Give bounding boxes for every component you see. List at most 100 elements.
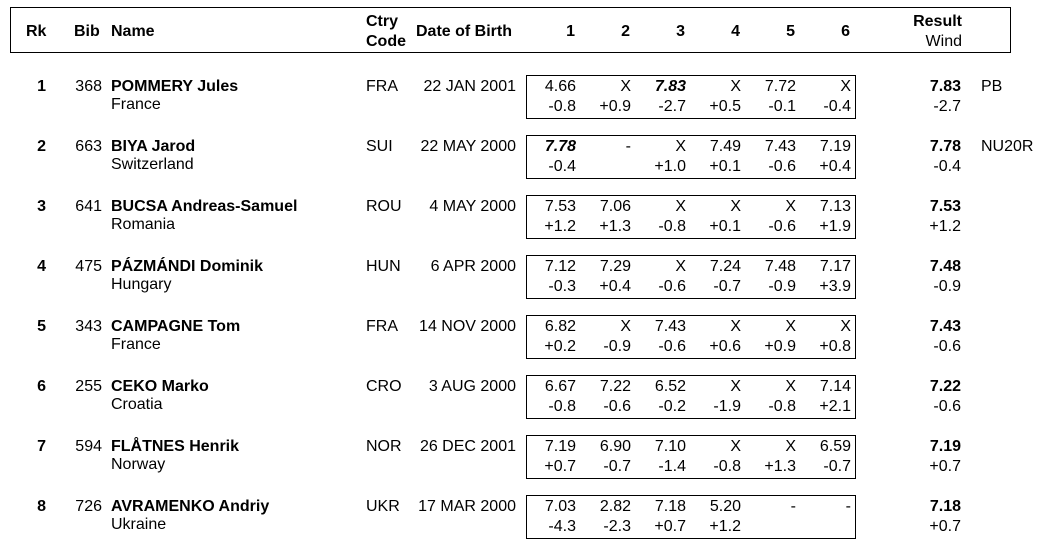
- attempt-wind: +0.7: [544, 458, 576, 475]
- attempt-wind: +1.9: [819, 218, 851, 235]
- attempt-wind: +1.2: [544, 218, 576, 235]
- attempts-box: [526, 435, 856, 479]
- attempt-mark: 7.19: [819, 138, 851, 155]
- attempt-wind: -1.9: [713, 398, 741, 415]
- attempt-wind: +0.9: [599, 98, 631, 115]
- attempt-mark: 2.82: [599, 498, 631, 515]
- rank-cell: 8: [37, 498, 46, 515]
- athlete-country: Switzerland: [111, 156, 194, 173]
- bib-cell: 343: [75, 318, 102, 335]
- attempt-mark: 7.14: [819, 378, 851, 395]
- attempt-wind: -0.9: [768, 278, 796, 295]
- country-code: ROU: [366, 198, 402, 215]
- attempt-mark: 7.49: [709, 138, 741, 155]
- attempt-mark: 7.17: [819, 258, 851, 275]
- attempt-wind: +0.1: [709, 158, 741, 175]
- attempt-mark: -: [845, 498, 851, 515]
- attempt-wind: -2.3: [603, 518, 631, 535]
- attempt-wind: +0.8: [819, 338, 851, 355]
- rank-cell: 3: [37, 198, 46, 215]
- attempt-mark: 7.24: [709, 258, 741, 275]
- attempt-mark: 6.67: [544, 378, 576, 395]
- country-code: FRA: [366, 318, 398, 335]
- attempts-box: [526, 375, 856, 419]
- attempt-mark: X: [730, 78, 741, 95]
- result-wind: -0.6: [933, 398, 961, 415]
- result-mark: 7.22: [929, 378, 961, 395]
- attempts-box: [526, 75, 856, 119]
- athlete-name: FLÅTNES Henrik: [111, 438, 240, 455]
- date-of-birth: 17 MAR 2000: [418, 498, 516, 515]
- result-wind: -2.7: [933, 98, 961, 115]
- attempt-wind: -0.2: [658, 398, 686, 415]
- attempt-mark: 6.90: [599, 438, 631, 455]
- attempt-mark: X: [785, 378, 796, 395]
- rank-cell: 4: [37, 258, 46, 275]
- attempt-mark: X: [620, 78, 631, 95]
- attempt-mark: 7.29: [599, 258, 631, 275]
- attempt-mark: 5.20: [709, 498, 741, 515]
- attempt-wind: +3.9: [819, 278, 851, 295]
- attempt-wind: +0.4: [599, 278, 631, 295]
- attempt-wind: -0.3: [548, 278, 576, 295]
- attempt-mark: 4.66: [544, 78, 576, 95]
- header-country-line2: Code: [366, 33, 406, 50]
- attempts-box: [526, 195, 856, 239]
- athlete-name: PÁZMÁNDI Dominik: [111, 258, 263, 275]
- attempt-wind: -0.8: [713, 458, 741, 475]
- attempt-mark: -: [625, 138, 631, 155]
- attempt-wind: +0.5: [709, 98, 741, 115]
- result-wind: +1.2: [929, 218, 961, 235]
- date-of-birth: 14 NOV 2000: [419, 318, 516, 335]
- attempt-wind: -1.4: [658, 458, 686, 475]
- attempt-mark: -: [790, 498, 796, 515]
- attempt-mark: X: [840, 78, 851, 95]
- rank-cell: 7: [37, 438, 46, 455]
- table-row: 8 726 AVRAMENKO Andriy Ukraine UKR 17 MAR 200…: [0, 495, 1047, 557]
- header-attempt-4: 4: [731, 23, 740, 40]
- attempt-mark: 7.19: [544, 438, 576, 455]
- date-of-birth: 26 DEC 2001: [419, 438, 516, 455]
- attempt-wind: +1.3: [599, 218, 631, 235]
- attempts-box: [526, 495, 856, 539]
- rank-cell: 5: [37, 318, 46, 335]
- bib-cell: 594: [75, 438, 102, 455]
- header-attempt-5: 5: [786, 23, 795, 40]
- attempt-wind: -0.4: [548, 158, 576, 175]
- attempt-wind: -0.7: [823, 458, 851, 475]
- athlete-country: Norway: [111, 456, 166, 473]
- attempt-wind: -0.6: [603, 398, 631, 415]
- attempt-mark: 7.78: [544, 138, 576, 155]
- athlete-country: France: [111, 336, 161, 353]
- country-code: HUN: [366, 258, 401, 275]
- table-row: 1 368 POMMERY Jules France FRA 22 JAN 2001 4.6…: [0, 75, 1047, 137]
- country-code: SUI: [366, 138, 393, 155]
- attempt-wind: -0.6: [768, 158, 796, 175]
- bib-cell: 641: [75, 198, 102, 215]
- header-wind: Wind: [925, 33, 962, 50]
- header-bib: Bib: [74, 23, 100, 40]
- bib-cell: 663: [75, 138, 102, 155]
- athlete-country: Hungary: [111, 276, 172, 293]
- table-row: 7 594 FLÅTNES Henrik Norway NOR 26 DEC 2001 7.…: [0, 435, 1047, 497]
- attempts-box: [526, 255, 856, 299]
- attempt-mark: X: [785, 438, 796, 455]
- header-name: Name: [111, 23, 155, 40]
- attempt-mark: 7.06: [599, 198, 631, 215]
- attempt-wind: -0.8: [768, 398, 796, 415]
- athlete-country: Romania: [111, 216, 176, 233]
- attempt-wind: -0.9: [603, 338, 631, 355]
- record-note: NU20R: [981, 138, 1034, 155]
- attempt-mark: 7.72: [764, 78, 796, 95]
- result-mark: 7.48: [929, 258, 961, 275]
- attempts-box: [526, 135, 856, 179]
- attempt-wind: -0.6: [658, 278, 686, 295]
- country-code: FRA: [366, 78, 398, 95]
- header-attempt-2: 2: [621, 23, 630, 40]
- date-of-birth: 4 MAY 2000: [429, 198, 516, 215]
- attempt-wind: -0.1: [768, 98, 796, 115]
- date-of-birth: 22 MAY 2000: [420, 138, 516, 155]
- attempt-mark: 7.22: [599, 378, 631, 395]
- result-mark: 7.53: [929, 198, 961, 215]
- attempt-mark: 7.13: [819, 198, 851, 215]
